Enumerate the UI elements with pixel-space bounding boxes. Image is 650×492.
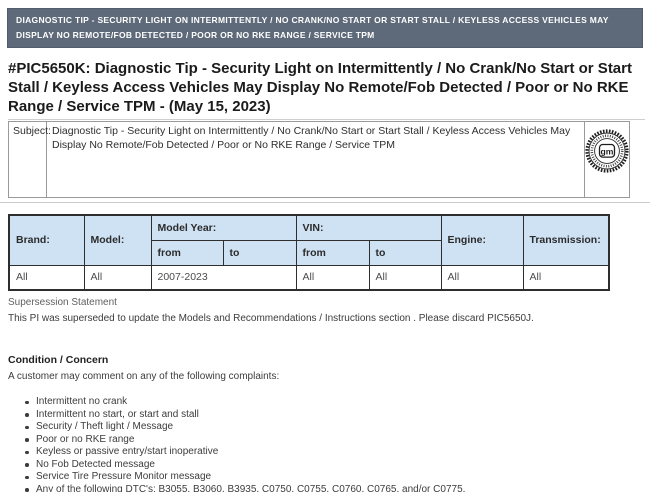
condition-concern-heading: Condition / Concern	[8, 354, 109, 366]
complaint-item: Service Tire Pressure Monitor message	[25, 471, 650, 484]
complaint-item: Intermittent no crank	[25, 396, 650, 409]
subject-text: Diagnostic Tip - Security Light on Inter…	[46, 121, 585, 198]
col-header-model-year-to: to	[222, 239, 297, 266]
subject-table: Subject: Diagnostic Tip - Security Light…	[8, 121, 630, 198]
page-title: #PIC5650K: Diagnostic Tip - Security Lig…	[8, 59, 645, 120]
supersession-heading: Supersession Statement	[8, 297, 117, 308]
gm-logo-text: gm	[601, 146, 614, 156]
table-header-row-1: Brand: Model: Model Year: VIN: Engine: T…	[8, 214, 610, 266]
vehicle-applicability-table: Brand: Model: Model Year: VIN: Engine: T…	[8, 214, 610, 291]
section-divider	[0, 202, 650, 203]
col-header-vin-from: from	[295, 239, 370, 266]
complaint-item: Intermittent no start, or start and stal…	[25, 409, 650, 422]
complaint-item: Security / Theft light / Message	[25, 421, 650, 434]
bulletin-title-banner: DIAGNOSTIC TIP - SECURITY LIGHT ON INTER…	[7, 8, 643, 48]
col-header-brand: Brand:	[8, 214, 85, 266]
cell-engine: All	[440, 264, 524, 291]
col-header-engine: Engine:	[440, 214, 524, 266]
col-header-model-year-from: from	[150, 239, 224, 266]
col-header-model: Model:	[83, 214, 152, 266]
complaints-list: Intermittent no crank Intermittent no st…	[8, 396, 650, 492]
cell-vin-from: All	[295, 264, 370, 291]
logo-cell: gm	[584, 121, 630, 198]
complaint-item: Poor or no RKE range	[25, 434, 650, 447]
complaint-item: No Fob Detected message	[25, 459, 650, 472]
col-header-transmission: Transmission:	[522, 214, 610, 266]
cell-vin-to: All	[368, 264, 442, 291]
table-header-row-2: from to from to	[9, 239, 609, 266]
cell-transmission: All	[522, 264, 610, 291]
gm-logo-seal-icon: gm	[585, 129, 629, 176]
col-header-model-year: Model Year:	[150, 214, 297, 241]
complaint-item: Keyless or passive entry/start inoperati…	[25, 446, 650, 459]
col-header-vin-to: to	[368, 239, 442, 266]
supersession-text: This PI was superseded to update the Mod…	[8, 313, 534, 324]
cell-model: All	[83, 264, 152, 291]
subject-row: Subject: Diagnostic Tip - Security Light…	[8, 121, 630, 198]
col-header-vin: VIN:	[295, 214, 442, 241]
cell-brand: All	[8, 264, 85, 291]
cell-model-year: 2007-2023	[150, 264, 297, 291]
table-data-row: All All 2007-2023 All All All All	[8, 264, 610, 291]
complaint-item: Any of the following DTC's: B3055, B3060…	[25, 484, 650, 492]
condition-intro: A customer may comment on any of the fol…	[8, 371, 280, 382]
subject-label: Subject:	[8, 121, 51, 198]
